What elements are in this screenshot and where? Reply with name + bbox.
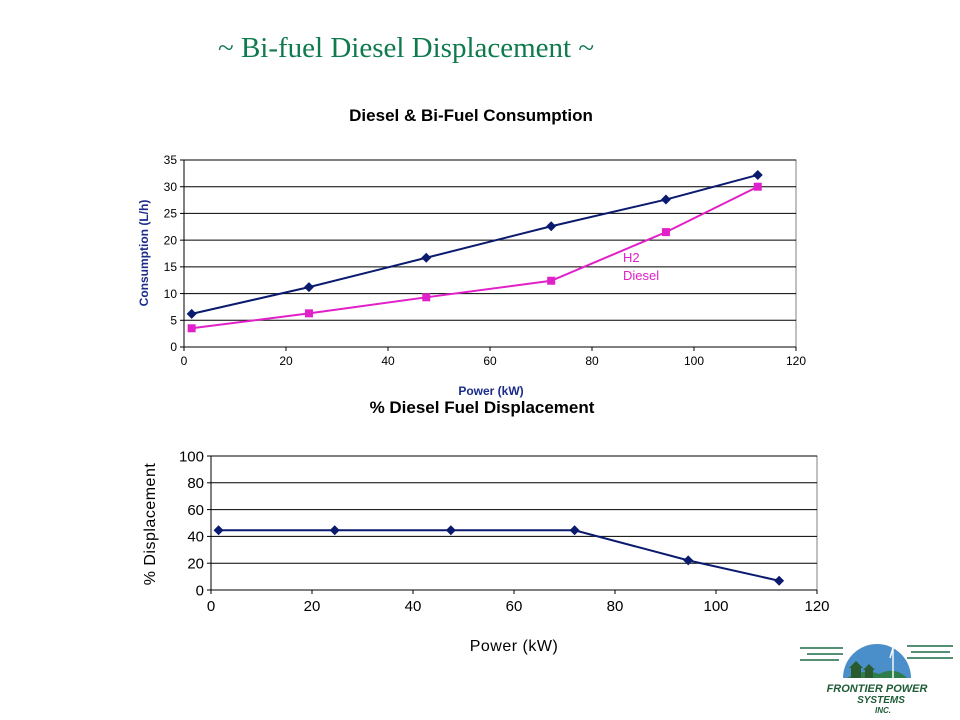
consumption-y-ticks: 0 5 10 15 20 25 30 35: [164, 153, 184, 354]
consumption-x-tick-label: 120: [786, 354, 806, 368]
displacement-y-tick-label: 100: [179, 448, 204, 465]
consumption-y-tick-label: 15: [164, 260, 178, 274]
displacement-chart-title: % Diesel Fuel Displacement: [370, 398, 595, 417]
bifuel-series-point: [547, 276, 556, 285]
displacement-x-tick-label: 40: [405, 598, 422, 615]
consumption-x-tick-label: 40: [381, 354, 395, 368]
consumption-x-tick-label: 20: [279, 354, 293, 368]
displacement-y-tick-label: 40: [187, 529, 204, 546]
consumption-y-tick-label: 10: [164, 287, 178, 301]
consumption-x-tick-label: 100: [684, 354, 704, 368]
displacement-gridlines: [210, 455, 818, 591]
bifuel-series-point: [187, 324, 196, 333]
slide-title: ~ Bi-fuel Diesel Displacement ~: [218, 32, 595, 64]
consumption-x-tick-label: 80: [585, 354, 599, 368]
displacement-y-ticks: 0 20 40 60 80 100: [179, 448, 211, 599]
bifuel-series-point: [304, 309, 313, 318]
displacement-x-tick-label: 60: [506, 598, 523, 615]
displacement-x-ticks: 0 20 40 60 80 100 120: [207, 590, 830, 615]
logo-houses-icon: [849, 661, 875, 678]
consumption-y-tick-label: 0: [170, 340, 177, 354]
displacement-series-point: [774, 575, 785, 586]
consumption-gridlines: [183, 159, 797, 348]
displacement-series-point: [683, 555, 694, 566]
displacement-series-point: [569, 525, 580, 536]
consumption-x-tick-label: 0: [181, 354, 188, 368]
logo-text-line2: SYSTEMS: [857, 695, 905, 706]
consumption-y-tick-label: 20: [164, 233, 178, 247]
consumption-chart: Diesel & Bi-Fuel Consumption 0 5 10 15 20 25 3…: [137, 106, 806, 398]
bifuel-series-point: [661, 228, 670, 237]
displacement-series-line: [218, 529, 780, 582]
displacement-y-axis-label: % Displacement: [142, 463, 159, 586]
diesel-series-point: [660, 194, 671, 205]
displacement-y-tick-label: 20: [187, 555, 204, 572]
displacement-y-tick-label: 0: [196, 582, 204, 599]
consumption-y-tick-label: 35: [164, 153, 178, 167]
consumption-x-ticks: 0 20 40 60 80 100 120: [181, 347, 806, 368]
logo-wind-lines-icon: [800, 645, 953, 661]
consumption-x-tick-label: 60: [483, 354, 497, 368]
consumption-y-tick-label: 30: [164, 180, 178, 194]
displacement-series-point: [445, 525, 456, 536]
displacement-y-tick-label: 60: [187, 502, 204, 519]
displacement-series-point: [329, 525, 340, 536]
annotation-h2: H2: [623, 250, 640, 265]
consumption-chart-title: Diesel & Bi-Fuel Consumption: [349, 106, 593, 125]
consumption-y-tick-label: 5: [170, 313, 177, 327]
diesel-series-point: [303, 282, 314, 293]
logo-wind-turbine-icon: [886, 637, 904, 678]
diesel-series-point: [186, 308, 197, 319]
diesel-series-point: [752, 169, 763, 180]
displacement-x-axis-label: Power (kW): [470, 638, 559, 655]
bifuel-series-point: [422, 293, 431, 302]
displacement-x-tick-label: 0: [207, 598, 215, 615]
displacement-x-tick-label: 80: [607, 598, 624, 615]
diesel-series-point: [546, 221, 557, 232]
logo-text-line1: FRONTIER POWER: [827, 683, 928, 695]
displacement-series-point: [213, 525, 224, 536]
annotation-diesel: Diesel: [623, 268, 659, 283]
displacement-plot-area: [210, 455, 818, 591]
displacement-x-tick-label: 100: [703, 598, 728, 615]
consumption-x-axis-label: Power (kW): [458, 384, 523, 398]
diesel-series-point: [421, 252, 432, 263]
displacement-y-tick-label: 80: [187, 475, 204, 492]
bifuel-series-point: [753, 182, 762, 191]
consumption-series: [186, 169, 763, 333]
consumption-y-tick-label: 25: [164, 207, 178, 221]
logo-text-line3: INC.: [875, 706, 891, 715]
displacement-x-tick-label: 120: [804, 598, 829, 615]
consumption-y-axis-label: Consumption (L/h): [137, 200, 151, 307]
diesel-series-line: [191, 173, 759, 315]
displacement-x-tick-label: 20: [304, 598, 321, 615]
bifuel-series-line: [191, 185, 759, 330]
frontier-power-logo: FRONTIER POWER SYSTEMS INC.: [800, 637, 953, 715]
displacement-series: [213, 525, 785, 586]
